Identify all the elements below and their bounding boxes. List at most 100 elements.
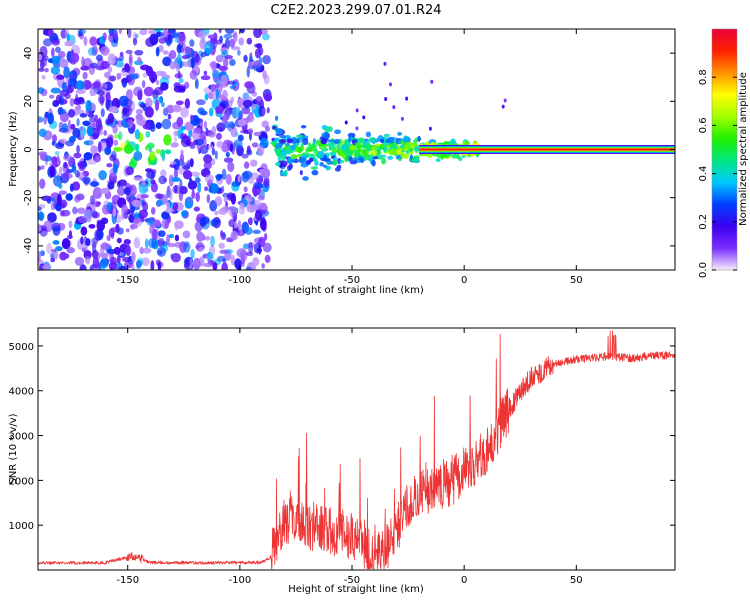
heatmap-cell [55, 142, 64, 150]
heatmap-cell [322, 164, 328, 168]
heatmap-cell [105, 136, 114, 148]
heatmap-cell [110, 232, 115, 239]
heatmap-cell [46, 242, 52, 255]
heatmap-cell [51, 39, 60, 46]
heatmap-cell [503, 98, 507, 103]
heatmap-cell [221, 185, 225, 193]
heatmap-cell [262, 242, 272, 253]
heatmap-cell [244, 81, 255, 89]
heatmap-cell [380, 138, 385, 144]
colorbar-tick-label: 0.4 [698, 166, 709, 182]
heatmap-cell [155, 46, 160, 57]
heatmap-cell [278, 139, 287, 144]
heatmap-cell [171, 177, 181, 183]
heatmap-cell [343, 142, 352, 147]
heatmap-cell [81, 56, 85, 68]
heatmap-cell [167, 29, 177, 34]
heatmap-cell [279, 134, 286, 139]
heatmap-cell [367, 154, 375, 158]
heatmap-cell [87, 158, 97, 165]
heatmap-cell [84, 256, 91, 265]
heatmap-cell [274, 142, 283, 150]
heatmap-cell [501, 104, 505, 109]
heatmap-cell [122, 256, 132, 263]
heatmap-cell [52, 134, 58, 143]
heatmap-cell [150, 182, 158, 193]
heatmap-cell [150, 260, 155, 270]
heatmap-cell [76, 144, 80, 154]
heatmap-cell [118, 95, 129, 107]
heatmap-cell [69, 97, 75, 107]
heatmap-cell [229, 85, 237, 90]
heatmap-cell [145, 130, 151, 138]
heatmap-cell [76, 118, 80, 127]
heatmap-cell [50, 66, 61, 75]
heatmap-cell [174, 241, 183, 248]
heatmap-cell [75, 89, 86, 95]
heatmap-cell [97, 94, 105, 104]
heatmap-cell [172, 104, 182, 113]
heatmap-cell [206, 251, 214, 260]
spectrogram-ytick-label: -20 [23, 190, 34, 206]
heatmap-cell [141, 257, 150, 267]
heatmap-cell [118, 29, 123, 35]
heatmap-cell [133, 212, 140, 219]
heatmap-cell [101, 252, 109, 260]
heatmap-cell [140, 194, 149, 199]
heatmap-cell [85, 99, 92, 112]
heatmap-cell [405, 141, 413, 147]
heatmap-cell [182, 230, 191, 239]
heatmap-cell [85, 238, 91, 247]
heatmap-cell [107, 66, 113, 74]
heatmap-cell [150, 177, 154, 184]
heatmap-cell [405, 96, 409, 101]
heatmap-cell [182, 61, 192, 67]
heatmap-cell [191, 189, 195, 199]
heatmap-cell [123, 238, 131, 245]
spectrogram-xlabel: Height of straight line (km) [288, 285, 424, 296]
heatmap-cell [198, 30, 207, 40]
heatmap-cell [142, 180, 146, 187]
heatmap-cell [325, 142, 334, 147]
heatmap-cell [38, 165, 42, 171]
snr-ylabel: SNR (10 * v/v) [8, 413, 19, 484]
heatmap-cell [136, 264, 141, 270]
heatmap-cell [146, 217, 154, 226]
heatmap-cell [196, 143, 204, 151]
heatmap-cell [190, 171, 201, 177]
heatmap-cell [154, 29, 164, 32]
heatmap-cell [255, 96, 264, 106]
heatmap-strong-line [419, 148, 675, 151]
heatmap-cell [156, 193, 164, 200]
heatmap-cell [214, 83, 220, 89]
heatmap-cell [317, 150, 325, 155]
heatmap-cell [194, 78, 199, 90]
heatmap-cell [131, 251, 136, 263]
heatmap-cell [146, 142, 155, 149]
heatmap-cell [158, 175, 167, 185]
heatmap-cell [38, 250, 41, 263]
heatmap-cell [167, 113, 172, 120]
heatmap-cell [134, 128, 141, 140]
heatmap-cell [49, 165, 55, 177]
heatmap-cell [131, 199, 142, 207]
heatmap-cell [229, 58, 236, 66]
heatmap-cell [38, 87, 45, 94]
heatmap-cell [165, 208, 175, 213]
heatmap-cell [163, 36, 172, 42]
heatmap-cell [203, 120, 207, 130]
heatmap-cell [180, 135, 191, 148]
heatmap-cell [69, 135, 76, 142]
heatmap-cell [175, 62, 181, 73]
heatmap-cell [126, 193, 131, 202]
heatmap-cell [123, 211, 129, 220]
heatmap-cell [137, 57, 142, 64]
heatmap-cell [306, 146, 311, 151]
heatmap-cell [181, 162, 191, 171]
heatmap-cell [339, 160, 345, 164]
heatmap-cell [251, 142, 259, 148]
heatmap-cell [58, 184, 63, 189]
heatmap-cell [69, 77, 76, 87]
heatmap-cell [188, 178, 193, 183]
heatmap-cell [63, 173, 73, 179]
